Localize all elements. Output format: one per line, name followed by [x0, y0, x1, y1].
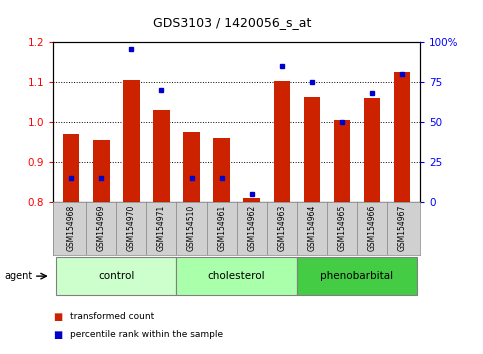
- Bar: [183, 132, 200, 202]
- Bar: [63, 134, 80, 202]
- Text: cholesterol: cholesterol: [208, 271, 266, 281]
- Text: control: control: [98, 271, 134, 281]
- Text: GSM154510: GSM154510: [187, 205, 196, 251]
- Text: agent: agent: [5, 271, 33, 281]
- Text: ■: ■: [53, 330, 62, 339]
- Text: GSM154970: GSM154970: [127, 205, 136, 251]
- Bar: [243, 198, 260, 202]
- Text: GSM154966: GSM154966: [368, 205, 377, 251]
- Bar: [213, 138, 230, 202]
- Bar: [273, 81, 290, 202]
- Bar: [123, 80, 140, 202]
- Bar: [176, 257, 297, 295]
- Text: GSM154969: GSM154969: [97, 205, 106, 251]
- Text: ■: ■: [53, 312, 62, 322]
- Bar: [93, 140, 110, 202]
- Text: GSM154964: GSM154964: [307, 205, 316, 251]
- Text: transformed count: transformed count: [70, 312, 154, 321]
- Text: GDS3103 / 1420056_s_at: GDS3103 / 1420056_s_at: [153, 16, 311, 29]
- Text: GSM154961: GSM154961: [217, 205, 226, 251]
- Bar: [153, 110, 170, 202]
- Text: GSM154968: GSM154968: [67, 205, 76, 251]
- Bar: [304, 97, 320, 202]
- Bar: [297, 257, 417, 295]
- Bar: [364, 98, 380, 202]
- Bar: [394, 72, 411, 202]
- Text: GSM154967: GSM154967: [398, 205, 407, 251]
- Text: GSM154971: GSM154971: [157, 205, 166, 251]
- Text: GSM154965: GSM154965: [338, 205, 346, 251]
- Text: GSM154962: GSM154962: [247, 205, 256, 251]
- Text: percentile rank within the sample: percentile rank within the sample: [70, 330, 223, 339]
- Bar: [56, 257, 176, 295]
- Text: phenobarbital: phenobarbital: [320, 271, 394, 281]
- Text: GSM154963: GSM154963: [277, 205, 286, 251]
- Bar: [334, 120, 350, 202]
